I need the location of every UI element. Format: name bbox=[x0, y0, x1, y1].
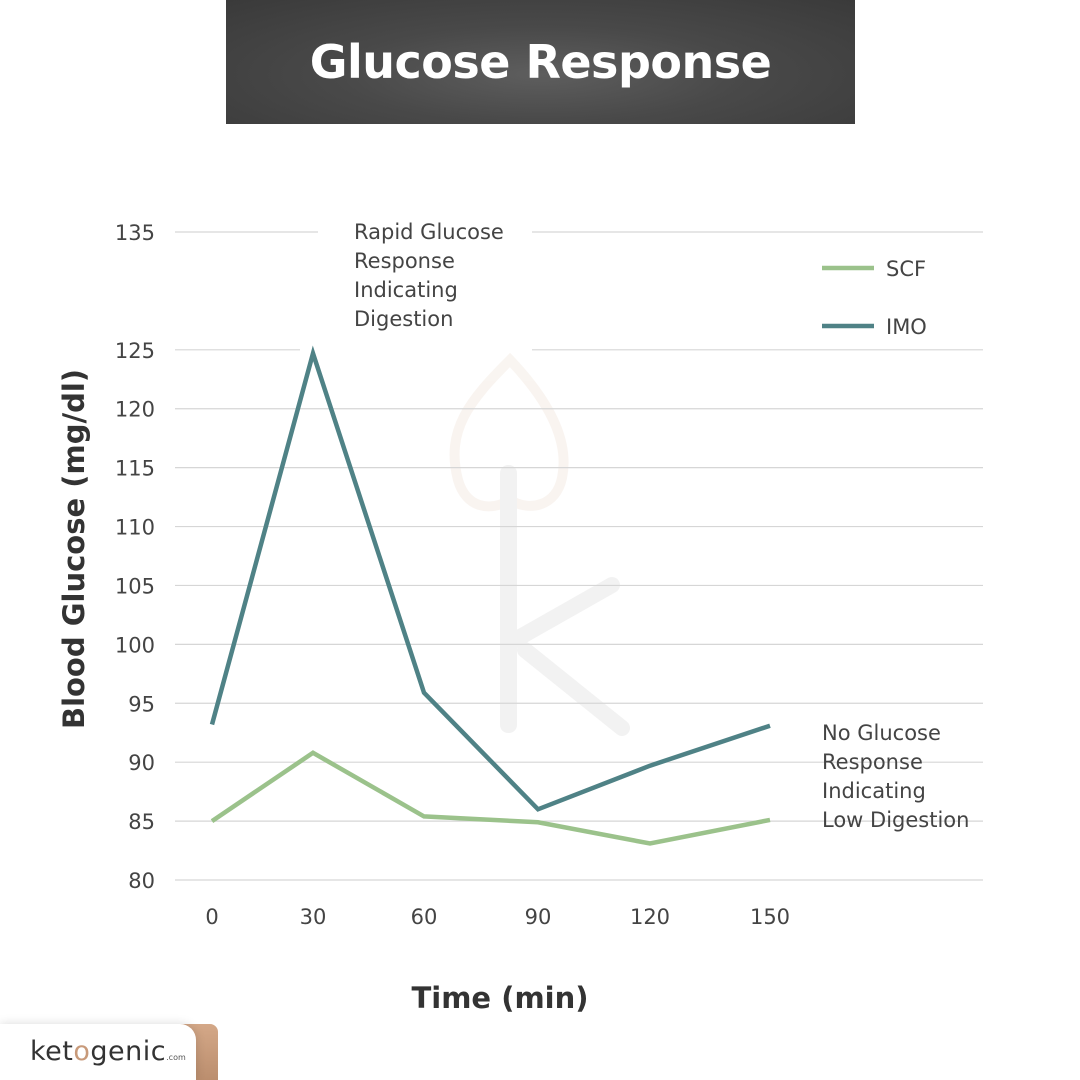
y-tick-label: 125 bbox=[115, 339, 155, 363]
annotation-text: Response bbox=[822, 750, 923, 774]
y-tick-label: 90 bbox=[128, 751, 155, 775]
annotation-text: Response bbox=[354, 249, 455, 273]
y-tick-label: 135 bbox=[115, 221, 155, 245]
brand-suffix: .com bbox=[166, 1053, 186, 1062]
y-tick-label: 110 bbox=[115, 516, 155, 540]
x-tick-label: 60 bbox=[411, 905, 438, 929]
y-tick-label: 100 bbox=[115, 633, 155, 657]
x-tick-label: 0 bbox=[205, 905, 218, 929]
y-tick-label: 85 bbox=[128, 810, 155, 834]
brand-text-start: ket bbox=[30, 1036, 74, 1067]
series-lines bbox=[209, 345, 771, 846]
x-tick-label: 150 bbox=[750, 905, 790, 929]
annotation-text: Rapid Glucose bbox=[354, 220, 504, 244]
y-tick-label: 80 bbox=[128, 869, 155, 893]
x-tick-labels: 0 30 60 90 120 150 bbox=[205, 905, 790, 929]
chart-title: Glucose Response bbox=[309, 35, 772, 89]
annotation-text: Indicating bbox=[822, 779, 926, 803]
x-tick-label: 30 bbox=[300, 905, 327, 929]
y-tick-label: 115 bbox=[115, 457, 155, 481]
x-axis-label: Time (min) bbox=[411, 981, 588, 1015]
y-tick-label: 105 bbox=[115, 574, 155, 598]
legend-label: SCF bbox=[886, 257, 926, 281]
x-tick-label: 120 bbox=[630, 905, 670, 929]
annotation-text: Digestion bbox=[354, 307, 453, 331]
x-tick-label: 90 bbox=[525, 905, 552, 929]
series-line-imo bbox=[209, 345, 771, 812]
annotation-text: Low Digestion bbox=[822, 808, 969, 832]
y-tick-label: 120 bbox=[115, 398, 155, 422]
brand-logo[interactable]: ketogenic.com bbox=[30, 1036, 186, 1067]
watermark-logo bbox=[449, 352, 630, 736]
y-axis-label: Blood Glucose (mg/dl) bbox=[57, 369, 91, 729]
brand-text-end: genic bbox=[90, 1036, 167, 1067]
legend-label: IMO bbox=[886, 315, 927, 339]
annotation-text: No Glucose bbox=[822, 721, 941, 745]
title-banner: Glucose Response bbox=[226, 0, 855, 124]
annotation-text: Indicating bbox=[354, 278, 458, 302]
annotations: Rapid Glucose Response Indicating Digestion… bbox=[354, 220, 969, 832]
series-line-scf bbox=[210, 750, 771, 846]
brand-logo-box[interactable] bbox=[0, 1024, 196, 1080]
grid-lines bbox=[175, 231, 983, 881]
y-tick-label: 95 bbox=[128, 692, 155, 716]
y-tick-labels: 80 85 90 95 100 105 110 115 120 125 135 bbox=[115, 221, 155, 893]
legend: SCF IMO bbox=[822, 257, 927, 339]
brand-text-o: o bbox=[73, 1036, 91, 1067]
